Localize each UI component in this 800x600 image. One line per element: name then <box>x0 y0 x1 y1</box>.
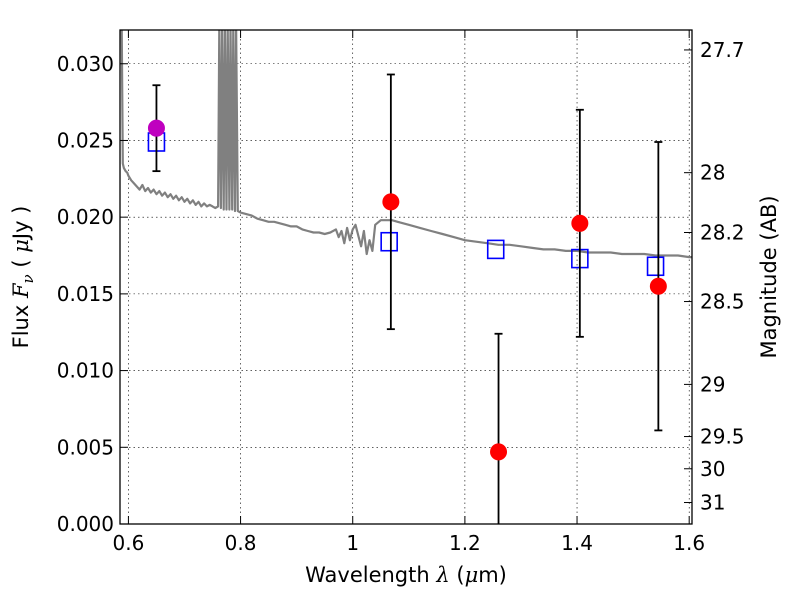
x-tick-label: 0.6 <box>113 531 145 555</box>
x-tick-label: 1.4 <box>561 531 593 555</box>
y2-tick-label: 29 <box>700 372 725 396</box>
plot-area <box>120 30 692 524</box>
observed-flux-point <box>649 277 667 295</box>
model-photometry-marker <box>486 239 505 260</box>
x-tick-label: 0.8 <box>225 531 257 555</box>
x-axis-title: Wavelength λ (μm) <box>305 563 507 587</box>
y-tick-label: 0.005 <box>57 435 114 459</box>
y2-tick-label: 28 <box>700 161 725 185</box>
model-photometry-marker <box>646 256 665 277</box>
y-tick-label: 0.015 <box>57 282 114 306</box>
y2-tick-label: 28.2 <box>700 221 745 245</box>
y-tick-label: 0.000 <box>57 512 114 536</box>
observed-flux-point <box>382 193 400 211</box>
y2-tick-label: 27.7 <box>700 38 745 62</box>
y-tick-label: 0.010 <box>57 359 114 383</box>
x-tick-label: 1.6 <box>673 531 705 555</box>
y2-tick-label: 30 <box>700 457 725 481</box>
model-photometry-marker <box>380 231 398 252</box>
y2-tick-label: 29.5 <box>700 425 745 449</box>
plot-frame <box>119 29 693 525</box>
y-tick-label: 0.025 <box>57 128 114 152</box>
y2-axis-title: Magnitude (AB) <box>757 195 781 358</box>
axis-ticks: 0.6 0.8 1 1.2 1.4 1.6 0.000 0.005 0.010 0.015 0.02… <box>57 30 745 555</box>
plot-background <box>120 30 692 524</box>
x-tick-label: 1 <box>346 531 359 555</box>
y2-tick-label: 31 <box>700 491 725 515</box>
x-tick-label: 1.2 <box>449 531 481 555</box>
observed-flux-point <box>571 214 589 232</box>
observed-flux-point <box>147 119 165 137</box>
y-tick-label: 0.020 <box>57 205 114 229</box>
y-axis-title: Flux Fν ( μJy ) <box>9 206 37 349</box>
y-tick-label: 0.030 <box>57 52 114 76</box>
y2-tick-label: 28.5 <box>700 290 745 314</box>
model-spectrum-line <box>120 30 692 259</box>
observed-flux-point <box>490 443 508 461</box>
